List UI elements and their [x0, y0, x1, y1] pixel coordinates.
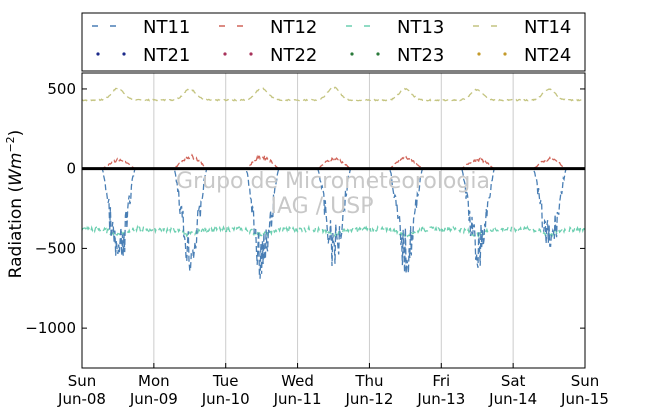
x-tick-label-day: Sun: [571, 372, 600, 390]
y-axis-label: Radiation (Wm−2): [4, 130, 26, 279]
y-axis: 500 0 −500 −1000: [25, 80, 585, 337]
watermark-line-2: IAG / USP: [271, 194, 374, 219]
x-tick-label-day: Sun: [68, 372, 97, 390]
x-tick-label-day: Sat: [501, 372, 526, 390]
x-tick-label-date: Jun-08: [57, 390, 106, 408]
watermark-line-1: Grupo de Micrometeorologia: [176, 169, 490, 194]
x-tick-label-date: Jun-13: [416, 390, 465, 408]
grid-lines: [153, 73, 514, 368]
x-tick-label-date: Jun-10: [201, 390, 250, 408]
y-tick-label: 0: [66, 160, 76, 178]
x-tick-label-date: Jun-12: [344, 390, 393, 408]
legend-label-nt24: NT24: [524, 45, 571, 66]
legend-marker-nt24: [477, 52, 481, 56]
series-line-nt13: [81, 224, 586, 238]
x-tick-label-day: Fri: [432, 372, 450, 390]
x-tick-label-day: Mon: [138, 372, 170, 390]
plot-frame: [81, 72, 586, 369]
x-tick-label-day: Wed: [281, 372, 314, 390]
x-tick-label-day: Tue: [212, 372, 239, 390]
legend-marker-nt21: [96, 52, 100, 56]
x-tick-label-day: Thu: [354, 372, 383, 390]
legend-label-nt21: NT21: [143, 45, 190, 66]
y-tick-label: −1000: [25, 319, 76, 337]
y-tick-label: −500: [35, 239, 76, 257]
x-tick-label-date: Jun-11: [273, 390, 322, 408]
legend-label-nt13: NT13: [397, 17, 444, 38]
legend: NT11 NT12 NT13 NT14 NT21 NT22 NT23 NT24: [92, 17, 571, 66]
x-axis: SunJun-08MonJun-09TueJun-10WedJun-11ThuJ…: [57, 363, 609, 408]
legend-marker-nt23: [376, 52, 380, 56]
legend-label-nt14: NT14: [524, 17, 571, 38]
legend-label-nt11: NT11: [143, 17, 190, 38]
legend-marker-nt23: [350, 52, 354, 56]
legend-frame: [81, 12, 586, 72]
legend-marker-nt24: [503, 52, 507, 56]
y-tick-label: 500: [47, 80, 76, 98]
x-tick-label-date: Jun-15: [560, 390, 609, 408]
legend-marker-nt21: [122, 52, 126, 56]
x-tick-label-date: Jun-14: [488, 390, 537, 408]
series-line-nt14: [81, 86, 586, 102]
legend-label-nt12: NT12: [270, 17, 317, 38]
legend-marker-nt22: [249, 52, 253, 56]
x-tick-label-date: Jun-09: [129, 390, 178, 408]
legend-label-nt23: NT23: [397, 45, 444, 66]
legend-marker-nt22: [223, 52, 227, 56]
series-line-nt12: [82, 153, 585, 170]
legend-label-nt22: NT22: [270, 45, 317, 66]
